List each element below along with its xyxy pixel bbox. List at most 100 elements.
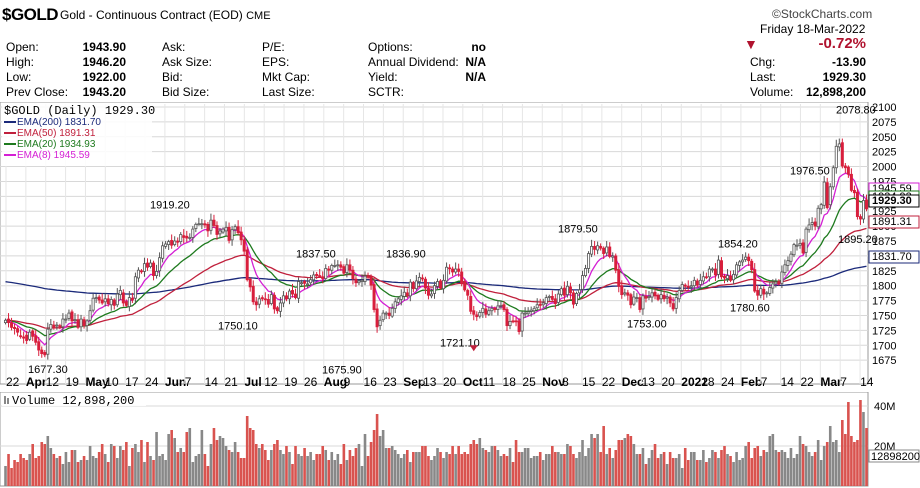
volume-bar (741, 458, 744, 486)
candle-body (813, 221, 817, 227)
candle-body (553, 298, 557, 304)
candle-body (31, 330, 35, 337)
candle-body (185, 235, 189, 239)
volume-bar (399, 458, 403, 486)
candle-body (716, 259, 720, 275)
volume-bar (838, 452, 841, 486)
volume-bar (795, 454, 799, 486)
candle-body (502, 304, 506, 310)
candle-body (762, 288, 766, 295)
candle-body (333, 265, 337, 267)
volume-bar (831, 442, 835, 486)
candle-body (55, 324, 59, 327)
candle-body (139, 270, 143, 273)
volume-bar (412, 452, 415, 486)
volume-bar (717, 458, 720, 486)
candle-body (363, 275, 367, 282)
volume-bar (49, 448, 53, 486)
volume-bar (67, 462, 71, 486)
volume-bar (484, 450, 488, 486)
candle-body (780, 271, 784, 284)
candle-body (852, 189, 856, 194)
candle-body (360, 279, 364, 282)
volume-bar (828, 426, 832, 486)
volume-bar (783, 452, 787, 486)
volume-bar (705, 462, 708, 486)
volume-bar (753, 448, 757, 486)
candle-body (843, 165, 847, 169)
volume-bar (469, 444, 473, 486)
volume-bar (777, 452, 781, 486)
x-tick-label: 20 (661, 375, 675, 389)
candle-body (221, 228, 225, 233)
volume-bar (227, 450, 231, 486)
candle-body (366, 275, 370, 278)
volume-bar (273, 444, 276, 486)
candle-body (218, 230, 222, 235)
x-tick-label: Mar (820, 375, 842, 389)
volume-bar (596, 434, 599, 486)
volume-bar (557, 452, 560, 486)
candle-body (396, 298, 400, 303)
volume-bar (112, 446, 116, 486)
stat-label: Volume: (750, 85, 794, 99)
candle-body (145, 262, 149, 268)
stat-label: Chg: (750, 55, 776, 69)
volume-bar (529, 458, 533, 486)
x-tick-label: 10 (105, 375, 119, 389)
exchange-name: CME (246, 10, 271, 22)
candle-body (571, 292, 575, 305)
legend-entry: EMA(50) 1891.31 (17, 128, 96, 139)
volume-bar (402, 454, 406, 486)
candle-body (191, 228, 195, 238)
candle-body (22, 336, 26, 339)
volume-bar (351, 456, 355, 486)
candle-body (556, 293, 560, 303)
candle-body (278, 302, 282, 312)
volume-bar (599, 452, 602, 486)
volume-bar (662, 452, 666, 486)
volume-bar (765, 452, 769, 486)
volume-bar (844, 434, 847, 486)
candle-body (245, 249, 249, 281)
y-tick-label: 2100 (872, 102, 896, 114)
volume-bar (481, 448, 485, 486)
candle-body (318, 275, 322, 277)
candle-body (819, 204, 823, 210)
volume-bar (312, 460, 315, 486)
candle-body (750, 260, 754, 271)
volume-bar (801, 444, 805, 486)
volume-bar (520, 452, 524, 486)
candle-body (463, 281, 467, 291)
candle-body (417, 276, 421, 282)
volume-bar (825, 442, 829, 486)
volume-bar (390, 446, 394, 486)
stat-value: N/A (465, 55, 486, 69)
volume-bar (511, 462, 515, 486)
volume-bar (747, 442, 750, 486)
candle-body (112, 299, 116, 306)
down-triangle-icon: ▼ (744, 36, 758, 52)
candle-body (115, 293, 119, 306)
volume-bar (578, 452, 581, 486)
candle-body (242, 239, 246, 252)
volume-bar (526, 448, 530, 486)
x-tick-label: 22 (800, 375, 814, 389)
x-tick-label: 12 (264, 375, 278, 389)
candle-body (496, 305, 500, 310)
candle-body (260, 297, 264, 300)
x-tick-label: Apr (26, 375, 47, 389)
y-tick-label: 1800 (872, 281, 896, 293)
volume-bar (590, 434, 593, 486)
volume-bar (309, 452, 312, 486)
volume-bar (303, 448, 306, 486)
candle-body (233, 226, 237, 231)
x-tick-label: Dec (622, 375, 644, 389)
stat-label: Last Size: (262, 85, 315, 99)
stat-label: Bid: (162, 70, 183, 84)
x-tick-label: 24 (721, 375, 735, 389)
volume-bar (28, 454, 31, 486)
candle-body (735, 264, 739, 276)
volume-bar (834, 440, 838, 486)
